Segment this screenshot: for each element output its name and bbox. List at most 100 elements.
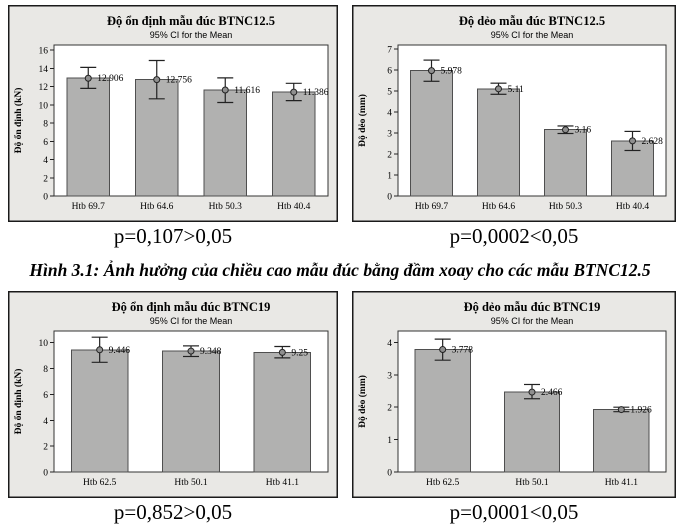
chart-title: Độ dẻo mẫu đúc BTNC19 xyxy=(464,300,601,314)
mean-marker xyxy=(528,388,536,396)
bar-group: 3.778 xyxy=(414,338,474,473)
x-category-label: Htb 69.7 xyxy=(72,202,106,212)
y-tick-label: 2 xyxy=(43,174,48,184)
chart-title: Độ ổn định mẫu đúc BTNC19 xyxy=(112,300,271,314)
bar-group: 9.446 xyxy=(70,336,131,473)
bar xyxy=(70,349,129,473)
interval-plot-stability-btnc19: Độ ổn định mẫu đúc BTNC19 95% CI for the … xyxy=(8,291,338,498)
mean-marker xyxy=(439,346,447,354)
y-tick-label: 14 xyxy=(39,65,49,75)
p-value-caption-stability-btnc19: p=0,852>0,05 xyxy=(113,500,233,524)
interval-plot-stability-btnc12-5: Độ ổn định mẫu đúc BTNC12.5 95% CI for th… xyxy=(8,5,338,222)
value-label: 1.926 xyxy=(630,406,652,416)
bar-group: 2.466 xyxy=(503,383,563,473)
value-label: 5.11 xyxy=(508,85,525,95)
y-axis-title: Độ ổn định (kN) xyxy=(13,88,24,154)
bar-group: 11.616 xyxy=(203,77,260,197)
bar xyxy=(203,89,247,197)
value-label: 9.446 xyxy=(109,346,131,356)
mean-marker xyxy=(96,346,104,354)
p-value-caption-flow-btnc12-5: p=0,0002<0,05 xyxy=(449,224,579,248)
x-category-label: Htb 40.4 xyxy=(616,202,650,212)
bar-group: 1.926 xyxy=(593,406,652,473)
bar-group: 2.628 xyxy=(611,130,664,197)
chart-block-stability-btnc12-5: Độ ổn định mẫu đúc BTNC12.5 95% CI for th… xyxy=(8,5,338,249)
bar xyxy=(544,129,587,197)
chart-title: Độ dẻo mẫu đúc BTNC12.5 xyxy=(459,14,605,28)
y-tick-label: 0 xyxy=(43,193,48,203)
y-tick-label: 12 xyxy=(39,83,49,93)
bar-group: 11.386 xyxy=(272,82,329,197)
y-tick-label: 6 xyxy=(43,391,48,401)
value-label: 2.466 xyxy=(541,388,563,398)
y-tick-label: 5 xyxy=(387,88,392,98)
mean-marker xyxy=(290,88,298,96)
value-label: 5.978 xyxy=(441,67,463,77)
chart-block-flow-btnc19: Độ dẻo mẫu đúc BTNC19 95% CI for the Mean… xyxy=(352,291,676,525)
y-tick-label: 2 xyxy=(43,443,48,453)
x-category-label: Htb 40.4 xyxy=(277,202,311,212)
y-tick-label: 8 xyxy=(43,365,48,375)
x-category-label: Htb 50.3 xyxy=(209,202,243,212)
y-tick-label: 7 xyxy=(387,46,392,56)
interval-plot-flow-btnc19: Độ dẻo mẫu đúc BTNC19 95% CI for the Mean… xyxy=(352,291,676,498)
y-tick-label: 0 xyxy=(43,469,48,479)
x-category-label: Htb 64.6 xyxy=(482,202,516,212)
y-tick-label: 3 xyxy=(387,371,392,381)
bar-group: 12.906 xyxy=(66,66,124,197)
bar-group: 5.978 xyxy=(410,59,463,197)
y-tick-label: 1 xyxy=(387,172,392,182)
mean-marker xyxy=(84,74,92,82)
bar xyxy=(503,391,561,473)
y-axis-title: Độ dẻo (mm) xyxy=(357,94,368,147)
y-tick-label: 2 xyxy=(387,151,392,161)
p-value-caption-stability-btnc12-5: p=0,107>0,05 xyxy=(113,224,233,248)
value-label: 12.756 xyxy=(166,76,192,86)
x-category-label: Htb 64.6 xyxy=(140,202,174,212)
y-tick-label: 2 xyxy=(387,404,392,414)
value-label: 3.778 xyxy=(452,346,474,356)
value-label: 3.16 xyxy=(575,126,592,136)
x-category-label: Htb 41.1 xyxy=(266,478,300,488)
mean-marker xyxy=(153,76,161,84)
chart-subtitle: 95% CI for the Mean xyxy=(150,316,233,326)
value-label: 11.386 xyxy=(303,88,329,98)
value-label: 2.628 xyxy=(642,137,664,147)
chart-title: Độ ổn định mẫu đúc BTNC12.5 xyxy=(107,14,275,28)
y-tick-label: 3 xyxy=(387,130,392,140)
mean-marker xyxy=(562,126,569,134)
value-label: 11.616 xyxy=(234,86,260,96)
y-tick-label: 8 xyxy=(43,120,48,130)
y-tick-label: 6 xyxy=(43,138,48,148)
y-tick-label: 16 xyxy=(39,47,49,57)
bar xyxy=(253,351,312,473)
mean-marker xyxy=(495,85,502,93)
bar-group: 12.756 xyxy=(135,59,192,197)
x-category-label: Htb 62.5 xyxy=(83,478,117,488)
bar-group: 5.11 xyxy=(477,82,525,197)
bar xyxy=(162,350,220,473)
value-label: 9.25 xyxy=(291,348,308,358)
x-category-label: Htb 41.1 xyxy=(605,478,639,488)
y-tick-label: 4 xyxy=(43,417,48,427)
value-label: 9.348 xyxy=(200,347,222,357)
bar xyxy=(66,77,110,197)
bar xyxy=(414,349,471,473)
y-tick-label: 6 xyxy=(387,67,392,77)
mean-marker xyxy=(617,406,625,414)
mean-marker xyxy=(629,137,636,145)
chart-subtitle: 95% CI for the Mean xyxy=(491,30,574,40)
bar xyxy=(272,91,316,197)
y-axis-title: Độ ổn định (kN) xyxy=(13,369,24,435)
bar-group: 3.16 xyxy=(544,125,592,197)
figure-caption: Hình 3.1: Ảnh hưởng của chiều cao mẫu đú… xyxy=(29,260,651,280)
bar-group: 9.25 xyxy=(253,345,312,473)
x-category-label: Htb 62.5 xyxy=(426,478,460,488)
chart-subtitle: 95% CI for the Mean xyxy=(150,30,233,40)
y-tick-label: 10 xyxy=(39,101,49,111)
value-label: 12.906 xyxy=(97,74,123,84)
p-value-caption-flow-btnc19: p=0,0001<0,05 xyxy=(449,500,579,524)
bar xyxy=(593,409,650,473)
chart-block-stability-btnc19: Độ ổn định mẫu đúc BTNC19 95% CI for the … xyxy=(8,291,338,525)
chart-subtitle: 95% CI for the Mean xyxy=(491,316,574,326)
